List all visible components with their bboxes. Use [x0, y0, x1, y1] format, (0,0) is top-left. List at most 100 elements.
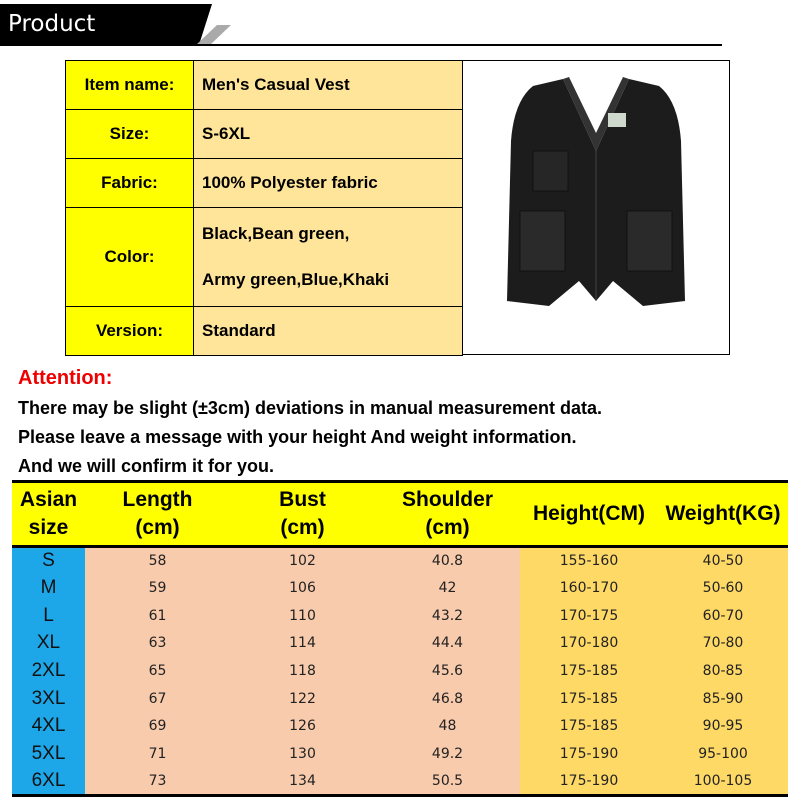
table-row: S 58 102 40.8 155-160 40-50	[12, 546, 788, 575]
info-label: Color:	[65, 207, 194, 307]
info-label: Item name:	[65, 60, 194, 110]
value-cell: 102	[230, 546, 375, 575]
table-row: XL 63 114 44.4 170-180 70-80	[12, 629, 788, 658]
value-cell: 61	[85, 601, 230, 630]
info-value: S-6XL	[193, 109, 463, 159]
value-cell: 44.4	[375, 629, 520, 658]
attention-line: And we will confirm it for you.	[18, 456, 275, 476]
header-text: Weight(KG)	[665, 502, 781, 525]
value-cell: 90-95	[658, 712, 788, 741]
value-cell: 175-190	[520, 767, 658, 796]
value-cell: 175-190	[520, 740, 658, 768]
size-cell: 5XL	[12, 740, 85, 768]
header-text: Height(CM)	[533, 502, 645, 525]
attention-line: Please leave a message with your height …	[18, 427, 577, 447]
value-cell: 175-185	[520, 684, 658, 713]
value-cell: 122	[230, 684, 375, 713]
info-value: 100% Polyester fabric	[193, 158, 463, 208]
vest-image	[507, 77, 685, 306]
color-line-1: Black,Bean green,	[202, 224, 350, 243]
column-header: Weight(KG)	[658, 481, 788, 548]
value-cell: 48	[375, 712, 520, 741]
value-cell: 118	[230, 657, 375, 685]
info-row: Item name: Men's Casual Vest	[65, 60, 463, 110]
value-cell: 65	[85, 657, 230, 685]
section-title: Product information	[0, 4, 212, 44]
attention-title: Attention:	[18, 367, 113, 389]
value-cell: 63	[85, 629, 230, 658]
value-cell: 130	[230, 740, 375, 768]
info-row: Size: S-6XL	[65, 109, 463, 159]
table-row: L 61 110 43.2 170-175 60-70	[12, 601, 788, 630]
table-row: 3XL 67 122 46.8 175-185 85-90	[12, 684, 788, 713]
divider	[0, 44, 722, 46]
value-cell: 50.5	[375, 767, 520, 796]
header-text: Bust	[279, 488, 326, 511]
value-cell: 155-160	[520, 546, 658, 575]
value-cell: 45.6	[375, 657, 520, 685]
size-cell: 3XL	[12, 684, 85, 713]
value-cell: 175-185	[520, 657, 658, 685]
value-cell: 59	[85, 574, 230, 602]
value-cell: 170-180	[520, 629, 658, 658]
info-label: Size:	[65, 109, 194, 159]
header-text: Asian	[19, 488, 78, 511]
size-cell: M	[12, 574, 85, 602]
value-cell: 70-80	[658, 629, 788, 658]
header-text: (cm)	[425, 516, 470, 539]
column-header: Shoulder (cm)	[375, 481, 520, 548]
value-cell: 40-50	[658, 546, 788, 575]
column-header: Height(CM)	[520, 481, 658, 548]
column-header: Asian size	[12, 481, 85, 548]
size-cell: XL	[12, 629, 85, 658]
table-row: M 59 106 42 160-170 50-60	[12, 574, 788, 602]
value-cell: 50-60	[658, 574, 788, 602]
value-cell: 46.8	[375, 684, 520, 713]
value-cell: 73	[85, 767, 230, 796]
table-row: 2XL 65 118 45.6 175-185 80-85	[12, 657, 788, 685]
product-image	[463, 60, 730, 355]
info-value: Standard	[193, 306, 463, 356]
product-info-table: Item name: Men's Casual Vest Size: S-6XL F…	[65, 60, 463, 356]
value-cell: 100-105	[658, 767, 788, 796]
attention-line: There may be slight (±3cm) deviations in…	[18, 398, 603, 418]
size-cell: 4XL	[12, 712, 85, 741]
size-cell: 6XL	[12, 767, 85, 796]
value-cell: 160-170	[520, 574, 658, 602]
table-row: 4XL 69 126 48 175-185 90-95	[12, 712, 788, 741]
column-header: Bust (cm)	[230, 481, 375, 548]
value-cell: 67	[85, 684, 230, 713]
color-line-2: Army green,Blue,Khaki	[202, 270, 390, 289]
value-cell: 114	[230, 629, 375, 658]
info-value: Men's Casual Vest	[193, 60, 463, 110]
value-cell: 80-85	[658, 657, 788, 685]
info-row: Version: Standard	[65, 306, 463, 356]
header-text: size	[28, 516, 69, 539]
value-cell: 95-100	[658, 740, 788, 768]
value-cell: 170-175	[520, 601, 658, 630]
header-text: (cm)	[135, 516, 180, 539]
header-text: Length	[122, 488, 193, 511]
value-cell: 71	[85, 740, 230, 768]
size-chart-table: Asian size Length (cm) Bust (cm) Shoulder (cm) H…	[12, 480, 788, 797]
value-cell: 58	[85, 546, 230, 575]
size-cell: S	[12, 546, 85, 575]
table-row: 6XL 73 134 50.5 175-190 100-105	[12, 767, 788, 796]
info-value: Black,Bean green, Army green,Blue,Khaki	[193, 207, 463, 307]
value-cell: 106	[230, 574, 375, 602]
info-label: Version:	[65, 306, 194, 356]
value-cell: 110	[230, 601, 375, 630]
value-cell: 126	[230, 712, 375, 741]
info-row: Color: Black,Bean green, Army green,Blue,K…	[65, 207, 463, 307]
value-cell: 43.2	[375, 601, 520, 630]
column-header: Length (cm)	[85, 481, 230, 548]
value-cell: 60-70	[658, 601, 788, 630]
value-cell: 85-90	[658, 684, 788, 713]
value-cell: 134	[230, 767, 375, 796]
size-cell: 2XL	[12, 657, 85, 685]
value-cell: 42	[375, 574, 520, 602]
value-cell: 49.2	[375, 740, 520, 768]
value-cell: 40.8	[375, 546, 520, 575]
info-label: Fabric:	[65, 158, 194, 208]
table-row: 5XL 71 130 49.2 175-190 95-100	[12, 740, 788, 768]
